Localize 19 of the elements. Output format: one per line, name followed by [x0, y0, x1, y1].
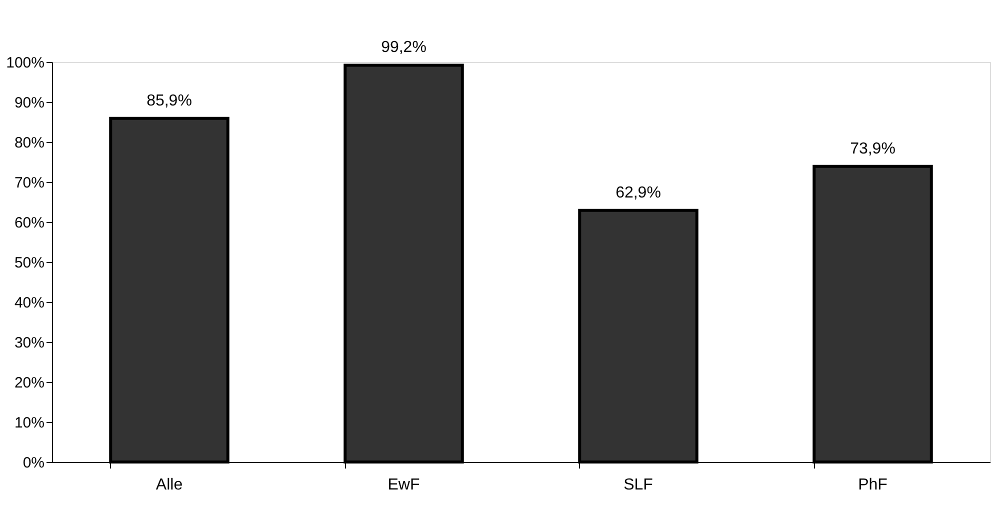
data-label: 73,9%: [850, 140, 896, 158]
y-tick-label: 0%: [22, 454, 44, 472]
y-tick-label: 70%: [14, 174, 44, 192]
y-tick-label: 40%: [14, 294, 44, 312]
data-label: 99,2%: [381, 39, 426, 56]
y-tick-label: 50%: [14, 254, 44, 272]
y-tick-label: 10%: [14, 414, 44, 432]
x-tick-label: Alle: [156, 476, 183, 494]
data-label: 62,9%: [616, 184, 661, 202]
y-tick-label: 90%: [14, 94, 44, 112]
x-tick-label: SLF: [624, 476, 654, 494]
x-tick-label: EwF: [388, 476, 420, 494]
x-tick-label: PhF: [858, 476, 888, 494]
y-tick-label: 60%: [14, 214, 44, 232]
y-tick-label: 80%: [14, 134, 44, 152]
y-tick-label: 20%: [14, 374, 44, 392]
y-tick-label: 100%: [6, 54, 44, 72]
y-tick-label: 30%: [14, 334, 44, 352]
data-label: 85,9%: [146, 92, 192, 110]
